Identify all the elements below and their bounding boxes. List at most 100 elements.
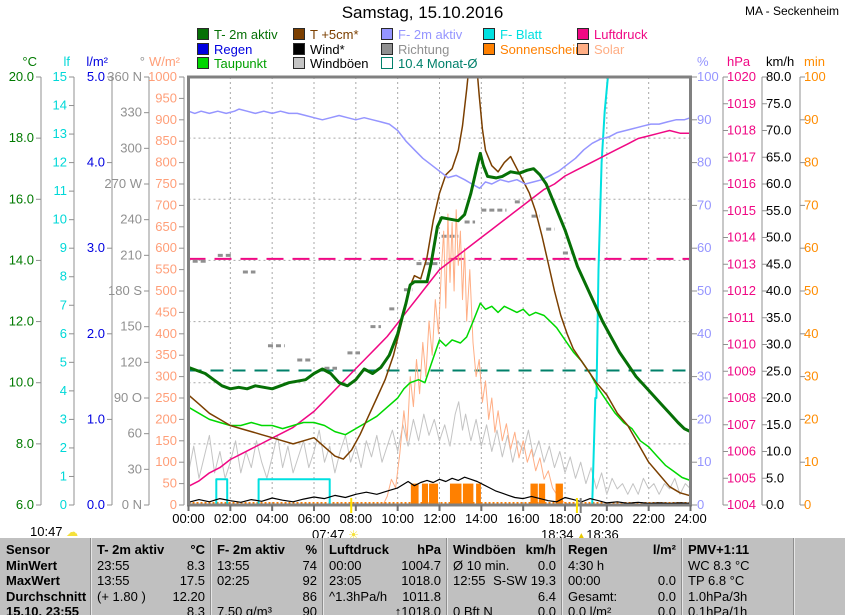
legend-swatch	[293, 42, 305, 55]
legend-item-t-5cm-: T +5cm*	[293, 28, 359, 42]
axis-label: 210	[120, 247, 142, 262]
axis-label: 30.0	[766, 337, 791, 352]
table-value-left: 1.0hPa/3h	[688, 588, 748, 604]
axis-label: 14:00	[465, 511, 498, 526]
axis-label: 04:00	[256, 511, 289, 526]
axis-label: 900	[155, 112, 177, 127]
axis-label: 12:00	[423, 511, 456, 526]
table-value-left: Regen	[568, 542, 608, 557]
axis-label: 1019	[727, 96, 756, 111]
axis-label: 55.0	[766, 203, 791, 218]
legend-label: Taupunkt	[214, 56, 267, 71]
series-sonnenschein-bar	[449, 483, 462, 505]
axis-label: 50.0	[766, 230, 791, 245]
series-taupunkt	[187, 302, 692, 482]
axis-label: 12.0	[9, 314, 34, 329]
table-cell: 7.50 g/m³ 90	[211, 604, 323, 615]
table-value-right: 1018.0	[401, 573, 441, 589]
legend-swatch	[577, 42, 589, 55]
axis-label: 45.0	[766, 256, 791, 271]
table-cell: ↑1018.0	[323, 604, 447, 615]
page-title: Samstag, 15.10.2016	[341, 3, 504, 22]
axis-label: 3	[60, 411, 67, 426]
table-value-left: 0 Bft N	[453, 604, 493, 615]
table-column-1: T- 2m aktiv °C 23:55 8.3 13:55 17.5 (+ 1.80 ) 1…	[90, 538, 211, 615]
axis-label: 12	[53, 155, 67, 170]
axis-label: 70.0	[766, 123, 791, 138]
table-value-left: 23:55	[97, 557, 130, 573]
legend-swatch	[577, 28, 589, 40]
axis-label: 3.0	[87, 240, 105, 255]
table-value-right: 74	[302, 557, 317, 573]
axis-label: 500	[155, 283, 177, 298]
table-value-left: PMV+1:11	[688, 542, 750, 557]
table-value-right: 0.0	[657, 588, 676, 604]
axis-label: 6.0	[16, 497, 34, 512]
table-value-left: Luftdruck	[329, 542, 389, 557]
table-row-label: Durchschnitt	[6, 588, 87, 604]
axis-label: 25.0	[766, 363, 791, 378]
axis-label: 150	[155, 433, 177, 448]
table-value-left: 0.0 l/m²	[568, 604, 612, 615]
axis-label: 20.0	[766, 390, 791, 405]
table-value-left: Ø 10 min.	[453, 557, 510, 573]
axis-label: 18:00	[549, 511, 582, 526]
table-cell: 4:30 h	[562, 558, 682, 574]
table-cell: Gesamt: 0.0	[562, 589, 682, 605]
axis-label: 9	[60, 240, 67, 255]
table-cell: 12:55 S-SW 19.3	[447, 573, 562, 589]
axis-label: 90	[697, 112, 711, 127]
table-value-right: 86	[302, 588, 317, 604]
axis-label: 80.0	[766, 69, 791, 84]
legend-item-f-blatt: F- Blatt	[483, 28, 542, 42]
axis-label: 7	[60, 297, 67, 312]
table-value-left: F- 2m aktiv	[217, 542, 285, 557]
legend-item-sonnenschein: Sonnenschein	[483, 42, 582, 57]
axis-label: 150	[120, 319, 142, 334]
series-solar	[382, 209, 572, 506]
axes: 20.018.016.014.012.010.08.06.0°C15141312…	[9, 54, 826, 512]
axis-label: 850	[155, 133, 177, 148]
axis-label: 360 N	[107, 69, 142, 84]
axis-label: 90	[804, 112, 818, 127]
axis-label: 300	[120, 140, 142, 155]
axis-label: 1	[60, 468, 67, 483]
axis-label: 0	[60, 497, 67, 512]
axis-label: 00:00	[172, 511, 205, 526]
axis-label: 15	[53, 69, 67, 84]
axis-label: 1008	[727, 390, 756, 405]
table-value-right: °C	[190, 542, 205, 557]
table-cell: 0.0 l/m² 0.0	[562, 604, 682, 615]
table-cell: Ø 10 min. 0.0	[447, 558, 562, 574]
axis-label: 14	[53, 98, 67, 113]
axis-label: 1020	[727, 69, 756, 84]
legend-swatch	[197, 28, 209, 40]
axis-label: 15.0	[766, 417, 791, 432]
axis-label: 75.0	[766, 96, 791, 111]
axis-label: W/m²	[149, 54, 181, 69]
axis-label: 1017	[727, 149, 756, 164]
series-sonnenschein-bar	[410, 483, 419, 505]
series-sonnenschein-bar	[421, 483, 428, 505]
axis-label: 50	[697, 283, 711, 298]
axis-label: 20	[697, 411, 711, 426]
axis-label: 70	[697, 197, 711, 212]
axis-label: 5	[60, 354, 67, 369]
axis-label: hPa	[727, 54, 751, 69]
axis-label: 22:00	[632, 511, 665, 526]
table-value-left: (+ 1.80 )	[97, 588, 146, 604]
table-cell: 02:25 92	[211, 573, 323, 589]
table-row-label: MaxWert	[6, 573, 60, 589]
table-value-right: S-SW 19.3	[493, 573, 556, 589]
station-label: MA - Seckenheim	[744, 4, 839, 18]
axis-label: 60	[804, 240, 818, 255]
table-value-left: 7.50 g/m³	[217, 604, 272, 615]
axis-label: lf	[64, 54, 71, 69]
table-cell: ^1.3hPa/h 1011.8	[323, 589, 447, 605]
axis-label: 20.0	[9, 69, 34, 84]
table-cell	[794, 589, 845, 605]
axis-label: 100	[804, 69, 826, 84]
table-cell: WC 8.3 °C	[682, 558, 794, 574]
axis-label: 5.0	[766, 470, 784, 485]
